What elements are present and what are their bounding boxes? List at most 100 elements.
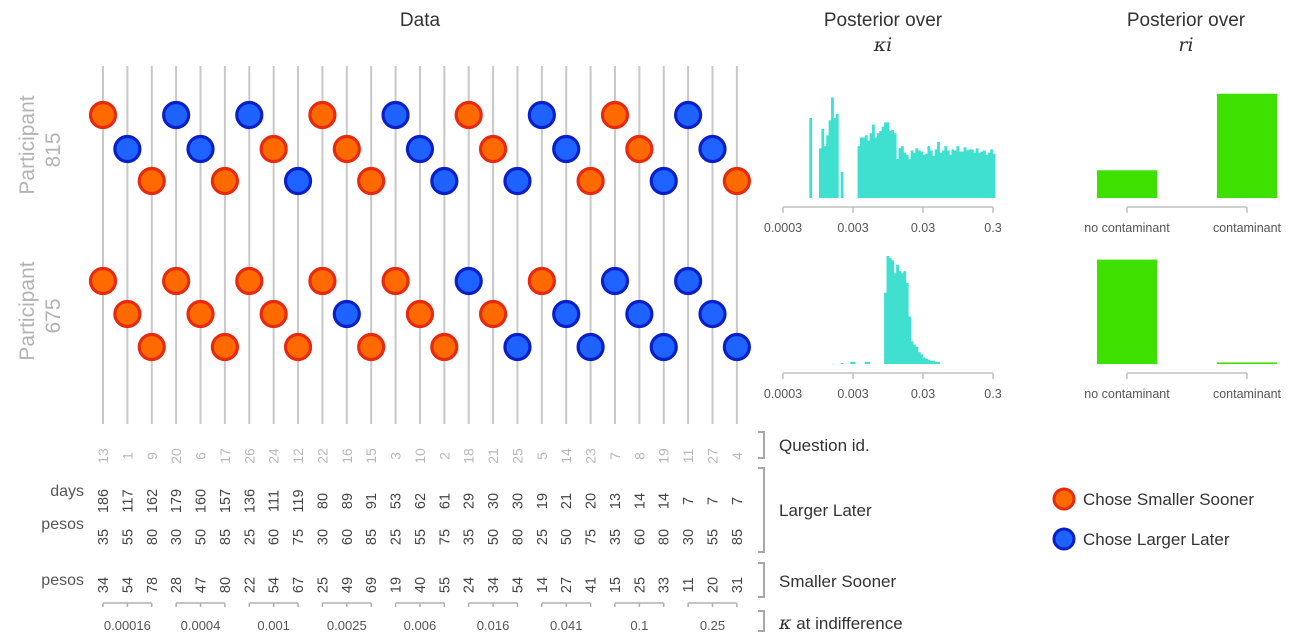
ss-pesos-0: 34 [96,577,112,593]
ll-days-17: 30 [510,493,526,509]
kappa-tick-label-675-0: 0.0003 [764,387,802,401]
choice-marker-p815-q24 [259,134,288,164]
choice-marker-p815-q18 [454,100,483,130]
choice-marker-p815-q9 [137,166,166,196]
kappa-bin-815-54 [908,159,912,198]
ss-pesos-21: 15 [608,577,624,593]
kappa-bin-815-59 [920,151,924,198]
ss-pesos-12: 19 [389,577,405,593]
kappa-bin-815-63 [929,150,933,198]
choice-marker-p815-q7 [600,100,630,130]
choice-marker-p675-q15 [357,332,386,362]
kappa-bin-815-47 [891,129,895,198]
kappa-bin-815-64 [932,155,936,198]
choice-marker-p675-q3 [381,266,410,296]
kappa-bin-815-36 [864,135,868,198]
ll-pesos-10: 60 [340,529,356,545]
question-id-5: 17 [217,448,233,464]
question-id-16: 21 [485,448,501,464]
ll-pesos-14: 75 [437,529,453,545]
ll-days-22: 14 [632,493,648,509]
participant-id-675: 675 [42,298,65,333]
kappa-bin-815-75 [958,151,962,198]
kappa-bin-815-74 [956,146,960,198]
ss-pesos-22: 25 [632,577,648,593]
choice-marker-p675-q22 [308,266,337,296]
kappa-tick-label-675-3: 0.3 [984,387,1001,401]
kappa-posterior-symbol: κi [873,34,893,56]
choice-marker-p675-q26 [235,266,264,296]
ll-days-3: 179 [169,489,185,513]
kappa-bin-675-56 [913,344,916,364]
ll-pesos-3: 30 [169,529,185,545]
indifference-value-6: 0.041 [550,618,583,633]
choice-marker-p815-q15 [357,166,386,196]
ss-pesos-1: 54 [120,577,136,593]
ll-days-25: 7 [706,497,722,505]
choice-marker-p675-q12 [283,332,313,362]
kappa-bin-815-40 [874,137,878,198]
choice-marker-p815-q4 [722,166,751,196]
choice-marker-p675-q5 [527,266,556,296]
ll-pesos-16: 50 [486,529,502,545]
data-title: Data [400,10,441,31]
kappa-bin-815-81 [973,152,977,198]
kappa-bin-815-82 [975,148,979,198]
ss-pesos-16: 34 [486,577,502,593]
ll-days-12: 53 [389,493,405,509]
choice-marker-p675-q18 [454,266,483,296]
question-id-17: 25 [509,448,525,464]
kappa-bin-815-46 [888,131,892,198]
legend-ss-label: Chose Smaller Sooner [1083,490,1254,509]
r-posterior-675: no contaminant contaminant [1084,259,1282,401]
ll-days-10: 89 [340,493,356,509]
choice-marker-p815-q10 [405,134,435,164]
kappa-bin-815-69 [944,146,948,198]
kappa-bin-675-61 [925,358,928,364]
kappa-bin-675-44 [884,292,887,364]
kappa-bin-815-53 [905,154,909,198]
kappa-bin-815-89 [992,153,996,198]
kappa-bin-815-55 [910,150,914,198]
kappa-indifference-suffix: at indifference [791,614,902,633]
kappa-bin-815-62 [927,146,931,198]
question-id-13: 10 [412,448,428,464]
kappa-bin-815-72 [951,149,955,198]
question-id-24: 11 [680,449,696,464]
kappa-bin-815-41 [876,133,880,198]
kappa-bin-675-66 [937,361,940,364]
kappa-bin-815-48 [893,133,897,198]
r-posterior-symbol: ri [1178,34,1193,56]
choice-marker-p815-q13 [88,100,118,130]
ll-days-7: 111 [267,490,283,512]
choice-marker-p815-q3 [381,100,410,130]
kappa-bin-815-44 [884,122,887,198]
ss-pesos-18: 14 [535,577,551,593]
question-id-10: 16 [339,448,355,464]
ll-days-24: 7 [681,497,697,505]
kappa-bin-815-19 [823,146,827,198]
choice-marker-p815-q16 [332,134,361,164]
ll-pesos-25: 55 [706,529,722,545]
ss-pesos-20: 41 [584,577,600,593]
kappa-posterior-title: Posterior over [824,10,943,31]
kappa-bin-815-13 [809,118,813,198]
question-id-20: 23 [583,448,599,464]
ss-pesos-23: 33 [657,577,673,593]
choice-marker-p675-q11 [674,266,703,296]
choice-marker-p815-q25 [503,166,532,196]
kappa-bin-675-31 [852,361,856,364]
kappa-bin-675-36 [864,361,868,364]
kappa-bin-815-68 [941,150,945,198]
choice-marker-p815-q22 [308,100,337,130]
row-label-ss-pesos: pesos [41,572,84,589]
kappa-tick-label-675-2: 0.03 [911,387,935,401]
question-id-2: 9 [144,452,160,460]
ll-pesos-19: 50 [559,529,575,545]
kappa-bin-675-63 [929,360,933,364]
bracket-smaller-sooner: Smaller Sooner [779,572,897,591]
ss-pesos-9: 25 [315,577,331,593]
choice-marker-p815-q2 [430,166,459,196]
kappa-bin-815-79 [968,149,972,198]
kappa-bin-675-59 [920,354,924,364]
